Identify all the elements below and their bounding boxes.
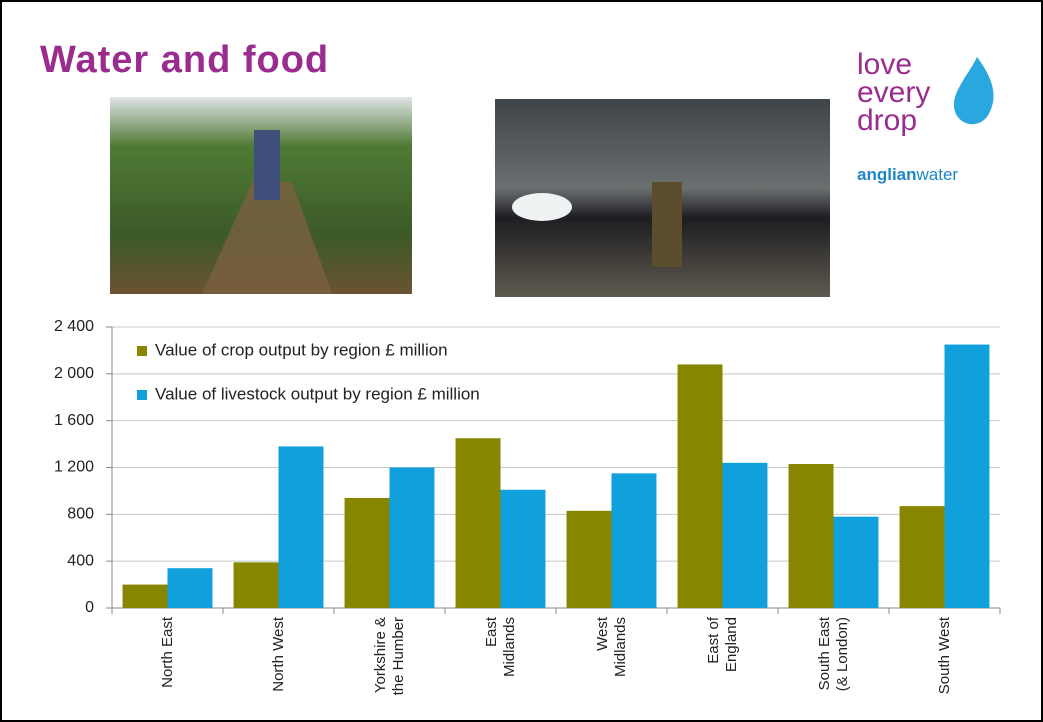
legend-swatch <box>137 390 147 400</box>
bar <box>389 467 435 608</box>
x-tick-label: North West <box>269 617 287 692</box>
bar <box>566 510 612 608</box>
x-tick-label: South West <box>935 617 953 695</box>
bar <box>722 462 768 608</box>
bar <box>899 506 945 608</box>
bar <box>122 584 168 608</box>
legend-label: Value of crop output by region £ million <box>155 340 448 359</box>
photo-person <box>254 130 280 200</box>
photo-white-bale <box>512 193 572 221</box>
y-tick-label: 400 <box>67 552 94 569</box>
x-tick-label: East of England <box>704 617 740 673</box>
bar <box>233 562 279 608</box>
title: Water and food <box>40 39 329 81</box>
y-tick-label: 1 200 <box>54 459 94 476</box>
logo-brand-light: water <box>916 165 959 184</box>
x-tick-label: West Midlands <box>593 617 629 678</box>
legend-swatch <box>137 346 147 356</box>
bar <box>788 463 834 608</box>
y-tick-label: 0 <box>85 599 94 616</box>
y-tick-label: 1 600 <box>54 412 94 429</box>
bar <box>944 344 990 608</box>
logo-text: love <box>857 48 912 81</box>
logo-text: drop <box>857 104 917 137</box>
x-tick-label: East Midlands <box>482 617 518 678</box>
logo-brand-bold: anglian <box>857 165 917 184</box>
bar <box>611 473 657 608</box>
x-tick-label: Yorkshire & the Humber <box>371 617 407 696</box>
bar <box>677 364 723 608</box>
logo-text: every <box>857 76 930 109</box>
bar <box>167 568 213 608</box>
photo-water <box>202 182 332 294</box>
bar <box>833 516 879 608</box>
legend-label: Value of livestock output by region £ mi… <box>155 384 480 403</box>
bar <box>500 489 546 608</box>
x-tick-label: North East <box>158 617 176 688</box>
photo-person <box>652 182 682 267</box>
x-tick-label: South East (& London) <box>815 617 851 692</box>
y-tick-label: 2 000 <box>54 365 94 382</box>
y-tick-label: 800 <box>67 506 94 523</box>
y-tick-label: 2 400 <box>54 318 94 335</box>
logo-brand: anglianwater <box>857 165 958 184</box>
logo-drop <box>953 57 994 125</box>
bar <box>278 446 324 608</box>
bar <box>344 497 390 608</box>
bar <box>455 438 501 608</box>
